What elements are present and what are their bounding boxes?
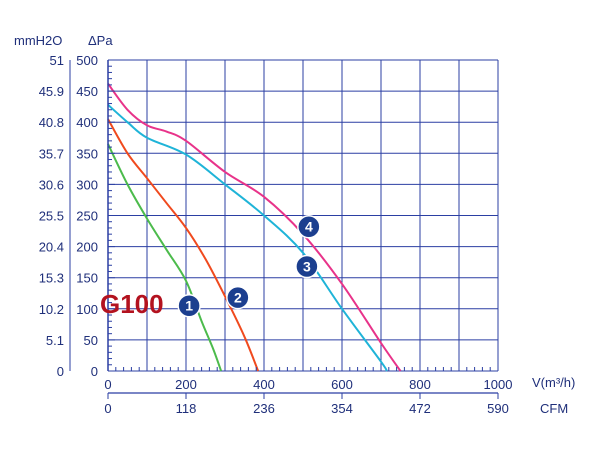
y-unit-pa: ΔPa xyxy=(88,33,113,48)
curve-badge-label-1: 1 xyxy=(185,298,193,314)
y-tick-label-pa: 450 xyxy=(76,84,98,99)
y-tick-label-pa: 500 xyxy=(76,53,98,68)
y-tick-label-mmh2o: 30.6 xyxy=(39,177,64,192)
x-unit-cfm: CFM xyxy=(540,401,568,416)
x-tick-label-cfm: 590 xyxy=(487,401,509,416)
curve-3 xyxy=(107,104,388,372)
y-tick-label-pa: 250 xyxy=(76,209,98,224)
y-tick-label-mmh2o: 45.9 xyxy=(39,84,64,99)
y-tick-label-pa: 0 xyxy=(91,364,98,379)
y-tick-label-mmh2o: 5.1 xyxy=(46,333,64,348)
curve-badge-2 xyxy=(226,285,250,310)
x-tick-label-m3h: 1000 xyxy=(484,377,513,392)
curve-badge-label-3: 3 xyxy=(303,259,311,275)
y-tick-label-mmh2o: 10.2 xyxy=(39,302,64,317)
x-tick-label-cfm: 0 xyxy=(104,401,111,416)
x-tick-label-m3h: 200 xyxy=(175,377,197,392)
chart-axes xyxy=(69,59,499,399)
y-tick-label-pa: 50 xyxy=(84,333,98,348)
chart-grid xyxy=(107,59,499,372)
curve-badge-1 xyxy=(177,293,201,318)
x-tick-label-m3h: 400 xyxy=(253,377,275,392)
y-tick-label-mmh2o: 0 xyxy=(57,364,64,379)
y-tick-label-pa: 100 xyxy=(76,302,98,317)
y-unit-mmh2o: mmH2O xyxy=(14,33,62,48)
curve-4 xyxy=(107,83,402,372)
y-tick-label-pa: 150 xyxy=(76,271,98,286)
x-tick-label-cfm: 472 xyxy=(409,401,431,416)
y-tick-label-mmh2o: 15.3 xyxy=(39,271,64,286)
curve-badge-4 xyxy=(297,214,321,239)
y-tick-label-mmh2o: 51 xyxy=(50,53,64,68)
x-tick-label-m3h: 0 xyxy=(104,377,111,392)
x-tick-label-cfm: 118 xyxy=(176,401,197,416)
y-tick-label-pa: 350 xyxy=(76,146,98,161)
y-tick-label-mmh2o: 20.4 xyxy=(39,240,64,255)
x-tick-label-cfm: 354 xyxy=(331,401,353,416)
y-tick-label-pa: 200 xyxy=(76,240,98,255)
curve-1 xyxy=(107,143,223,372)
y-tick-label-mmh2o: 40.8 xyxy=(39,115,64,130)
x-tick-label-m3h: 600 xyxy=(331,377,353,392)
y-tick-label-mmh2o: 35.7 xyxy=(39,146,64,161)
x-tick-label-cfm: 236 xyxy=(253,401,275,416)
curve-badge-label-4: 4 xyxy=(305,219,313,235)
y-tick-label-pa: 300 xyxy=(76,177,98,192)
tick-labels: 05010015020025030035040045050005.110.215… xyxy=(39,53,513,416)
x-unit-m3h: V(m³/h) xyxy=(532,375,575,390)
curve-badges: 1 2 3 4 xyxy=(177,214,321,318)
curve-badge-label-2: 2 xyxy=(234,290,242,306)
model-label: G100 xyxy=(100,289,164,319)
y-tick-label-pa: 400 xyxy=(76,115,98,130)
y-tick-label-mmh2o: 25.5 xyxy=(39,209,64,224)
curve-2 xyxy=(107,118,260,372)
curve-badge-3 xyxy=(295,254,319,279)
performance-curves xyxy=(107,83,402,372)
x-tick-label-m3h: 800 xyxy=(409,377,431,392)
